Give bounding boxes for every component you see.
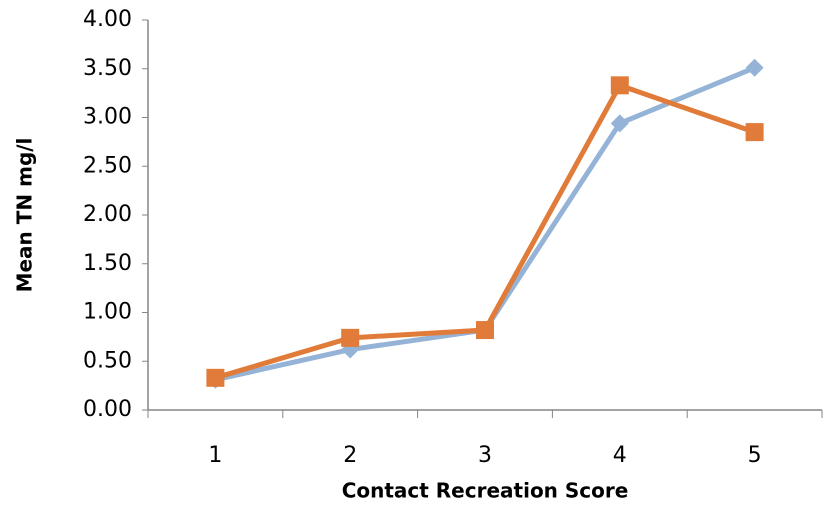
y-tick-label: 1.50 bbox=[83, 251, 132, 276]
point-marker bbox=[206, 368, 225, 387]
point-marker bbox=[610, 114, 629, 133]
y-tick-label: 2.00 bbox=[83, 202, 132, 227]
x-tick-label: 5 bbox=[748, 443, 762, 468]
point-marker bbox=[476, 321, 494, 340]
y-tick-label: 3.00 bbox=[83, 105, 132, 130]
x-axis-title: Contact Recreation Score bbox=[342, 479, 629, 503]
y-tick-label: 0.50 bbox=[83, 348, 132, 373]
y-tick-label: 0.00 bbox=[83, 397, 132, 422]
y-tick-label: 1.00 bbox=[83, 300, 132, 325]
x-tick-label: 4 bbox=[613, 443, 627, 468]
y-axis-title: Mean TN mg/l bbox=[13, 138, 37, 293]
x-tick-label: 2 bbox=[343, 443, 357, 468]
y-tick-label: 3.50 bbox=[83, 56, 132, 81]
point-marker bbox=[341, 328, 360, 347]
point-marker bbox=[610, 76, 629, 95]
x-tick-label: 3 bbox=[478, 443, 492, 468]
x-tick-label: 1 bbox=[208, 443, 222, 468]
point-marker bbox=[745, 58, 764, 77]
y-tick-label: 2.50 bbox=[83, 153, 132, 178]
y-tick-label: 4.00 bbox=[83, 7, 132, 32]
point-marker bbox=[745, 123, 764, 142]
